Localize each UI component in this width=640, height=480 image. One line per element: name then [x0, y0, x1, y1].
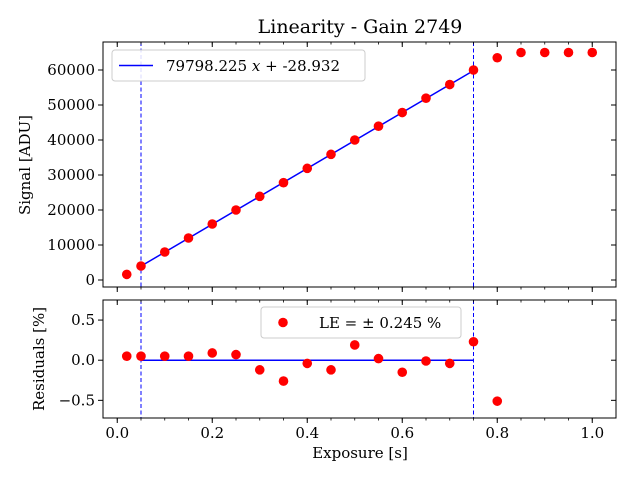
signal-plot-area: [121, 42, 598, 287]
signal-data-point: [563, 47, 574, 58]
signal-data-point: [183, 233, 194, 243]
signal-y-tick-label: 50000: [47, 96, 95, 114]
signal-data-point: [278, 177, 289, 188]
signal-data-point: [121, 269, 132, 280]
residuals-legend-marker: [278, 317, 288, 328]
residuals-data-point: [231, 349, 241, 360]
residuals-legend-label: LE = ± 0.245 %: [319, 314, 441, 332]
residuals-y-axis-label: Residuals [%]: [30, 307, 48, 411]
signal-y-tick-label: 20000: [47, 201, 95, 219]
residuals-panel: 0.0 0.2 0.4 0.6 0.8 1.0 −0.5 0.0 0.5 Residuals […: [30, 299, 617, 462]
signal-data-point: [516, 47, 526, 58]
signal-data-point: [231, 205, 241, 215]
residuals-data-point: [397, 367, 408, 378]
signal-legend-label: 79798.225 x + -28.932: [166, 57, 340, 75]
x-tick-label: 0.2: [200, 424, 224, 442]
signal-data-point: [136, 261, 146, 271]
residuals-data-point: [183, 351, 194, 361]
signal-y-tick-label: 60000: [47, 61, 95, 79]
signal-data-point: [373, 121, 384, 131]
signal-data-point: [539, 47, 550, 58]
signal-data-point: [326, 149, 336, 160]
residuals-legend-box: [260, 306, 462, 339]
residuals-data-point: [326, 365, 336, 375]
signal-data-point: [444, 79, 455, 90]
signal-data-point: [397, 107, 408, 118]
residuals-data-point: [121, 351, 132, 361]
x-tick-label: 0.6: [390, 424, 414, 442]
signal-y-tick-label: 10000: [47, 236, 95, 254]
residuals-ticks: 0.0 0.2 0.4 0.6 0.8 1.0 −0.5 0.0 0.5: [59, 300, 616, 442]
signal-data-point: [421, 93, 431, 103]
signal-data-point: [207, 219, 218, 229]
residuals-data-point: [349, 340, 360, 350]
signal-y-tick-label: 30000: [47, 166, 95, 184]
residuals-plot-area: [121, 300, 503, 418]
residuals-data-point: [373, 353, 384, 364]
residuals-axes-frame: [102, 299, 617, 419]
signal-y-tick-label: 40000: [47, 131, 95, 149]
signal-axes-frame: [102, 41, 617, 288]
residuals-data-point: [421, 356, 431, 366]
residuals-data-point: [207, 348, 218, 358]
signal-data-point: [159, 247, 170, 257]
chart-title: Linearity - Gain 2749: [258, 16, 463, 38]
x-tick-label: 0.4: [295, 424, 319, 442]
residuals-y-tick-label: 0.0: [71, 351, 95, 369]
signal-data-point: [587, 47, 598, 58]
x-tick-label: 1.0: [580, 424, 604, 442]
residuals-y-tick-label: −0.5: [59, 391, 95, 409]
signal-y-axis-label: Signal [ADU]: [16, 115, 34, 215]
residuals-data-point: [159, 351, 170, 361]
residuals-data-point: [492, 396, 503, 406]
residuals-data-point: [302, 358, 313, 369]
signal-data-point: [349, 135, 360, 145]
signal-data-point: [492, 52, 503, 63]
residuals-data-point: [278, 376, 289, 386]
residuals-data-point: [254, 365, 265, 375]
signal-data-point: [468, 65, 479, 75]
signal-data-point: [302, 163, 313, 174]
x-tick-label: 0.8: [485, 424, 509, 442]
signal-legend-box: [111, 49, 366, 82]
x-tick-label: 0.0: [105, 424, 129, 442]
signal-ticks: 0 10000 20000 30000 40000 50000 60000: [47, 42, 616, 292]
residuals-y-tick-label: 0.5: [71, 311, 95, 329]
residuals-data-point: [444, 358, 455, 369]
signal-panel: 0 10000 20000 30000 40000 50000 60000 Signal […: [16, 41, 617, 292]
residuals-data-point: [468, 336, 479, 347]
residuals-data-point: [136, 351, 146, 361]
signal-y-tick-label: 0: [85, 271, 95, 289]
signal-legend: 79798.225 x + -28.932: [111, 49, 366, 82]
x-axis-label: Exposure [s]: [312, 444, 408, 462]
residuals-legend: LE = ± 0.245 %: [260, 306, 462, 339]
signal-data-point: [254, 191, 265, 202]
